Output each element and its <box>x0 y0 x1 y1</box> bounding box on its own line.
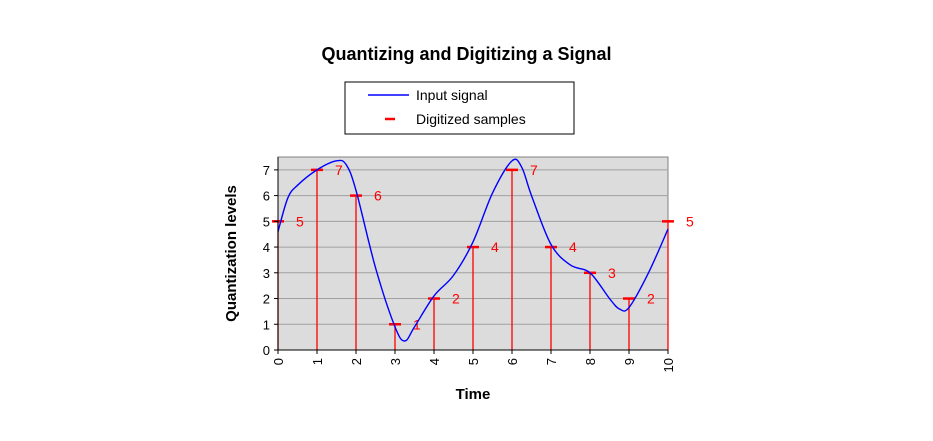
x-tick-label: 6 <box>505 358 520 365</box>
legend-box <box>344 81 575 135</box>
x-tick-label: 7 <box>544 358 559 365</box>
x-tick-label: 5 <box>466 358 481 365</box>
sample-label: 3 <box>608 265 616 281</box>
y-tick-label: 0 <box>263 343 270 358</box>
sample-label: 6 <box>374 188 382 204</box>
sample-label: 5 <box>686 213 694 229</box>
input-signal-line <box>277 158 669 342</box>
sample-label: 5 <box>296 213 304 229</box>
sample-label: 7 <box>530 162 538 178</box>
y-tick-label: 4 <box>263 240 270 255</box>
sample-label: 7 <box>335 162 343 178</box>
y-tick-label: 3 <box>263 266 270 281</box>
y-axis-label: Quantization levels <box>223 185 240 322</box>
x-tick-label: 1 <box>310 358 325 365</box>
legend-label: Input signal <box>416 87 488 103</box>
x-tick-label: 0 <box>271 358 286 365</box>
sample-label: 4 <box>569 239 577 255</box>
x-tick-label: 8 <box>583 358 598 365</box>
x-tick-label: 2 <box>349 358 364 365</box>
x-tick-label: 3 <box>388 358 403 365</box>
x-tick-label: 4 <box>427 358 442 365</box>
sample-label: 1 <box>413 316 421 332</box>
y-tick-label: 2 <box>263 292 270 307</box>
y-tick-label: 5 <box>263 214 270 229</box>
sample-label: 4 <box>491 239 499 255</box>
y-tick-label: 7 <box>263 163 270 178</box>
x-axis-label: Time <box>456 386 491 403</box>
sample-label: 2 <box>647 291 655 307</box>
x-tick-label: 9 <box>622 358 637 365</box>
y-tick-label: 1 <box>263 317 270 332</box>
chart-title: Quantizing and Digitizing a Signal <box>321 44 612 64</box>
sample-label: 2 <box>452 291 460 307</box>
y-tick-label: 6 <box>263 189 270 204</box>
x-tick-label: 10 <box>661 358 676 372</box>
legend-label: Digitized samples <box>416 111 526 127</box>
